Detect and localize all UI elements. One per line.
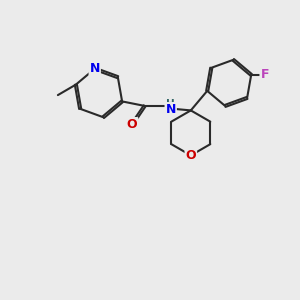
Text: N: N [166, 103, 176, 116]
Text: N: N [89, 62, 100, 75]
Text: O: O [185, 149, 196, 162]
Text: O: O [127, 118, 137, 131]
Text: F: F [260, 68, 269, 81]
Text: H: H [166, 98, 175, 109]
